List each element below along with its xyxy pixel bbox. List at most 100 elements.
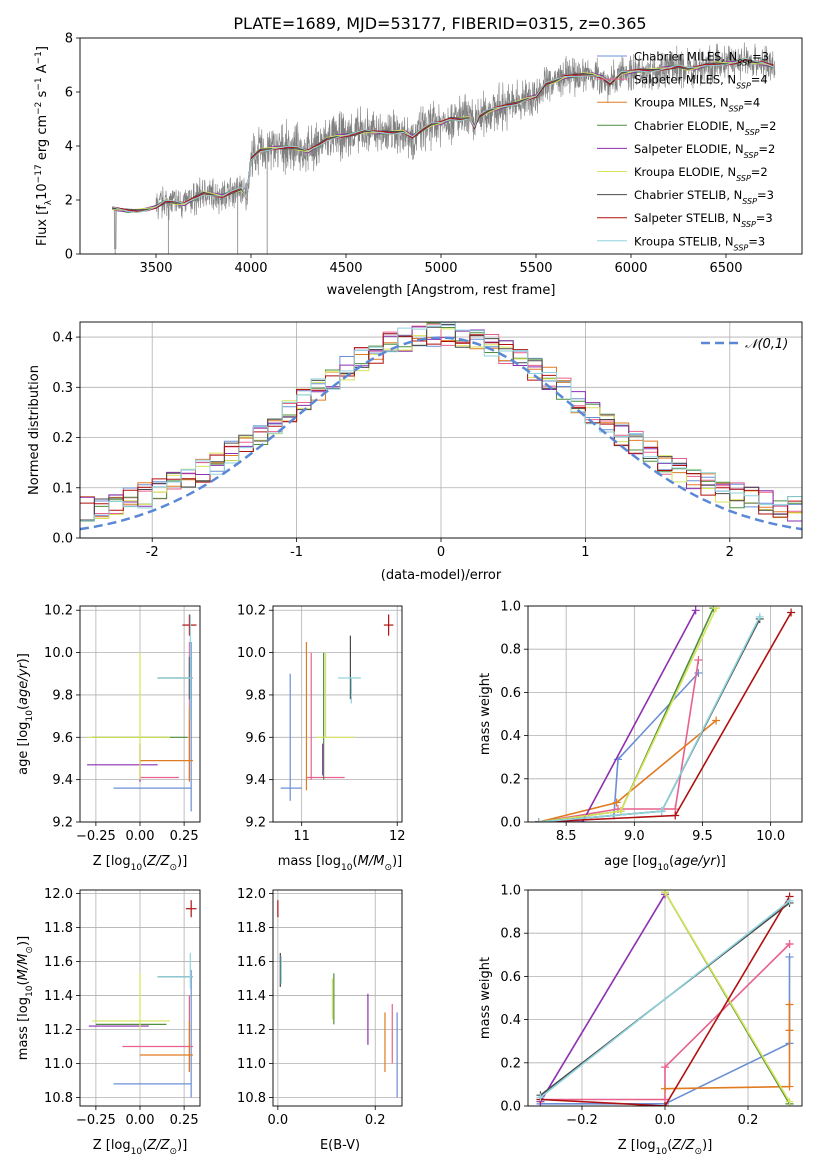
y-tick-label: 9.6 [245,731,266,746]
x-tick-label: 0.25 [170,1113,199,1128]
spectrum-ylabel-part: 10 [35,183,50,200]
y-tick-label: 0.2 [52,431,73,446]
legend-entry-tail: =3 [748,234,765,248]
x-tick-label: 3500 [139,261,172,276]
legend-entry: Chabrier ELODIE, NSSP=2 [634,119,776,137]
y-tick-label: 11.2 [237,1023,266,1038]
histogram-step-line [80,333,802,518]
x-tick-label: 11 [293,829,310,844]
legend-entry-text: Kroupa ELODIE, N [634,165,736,179]
mass-weight-marker [661,1063,669,1072]
spectrum-axes: 3500 4000 4500 5000 5500 6000 6500 0 2 4 6 8 wavelen… [34,32,803,298]
y-tick-label: 11.0 [44,1057,73,1072]
axes-frame [79,37,803,255]
mass-vs-Z-xlabel-part: 10 [131,1147,143,1157]
mass-weight-line [540,957,791,1105]
spectrum-model-line [112,57,774,213]
axes-frame [527,889,803,1107]
y-tick-label: 0.2 [500,1056,521,1071]
age-vs-mass-xlabel-part: M/M [358,854,385,869]
legend-entry-sub: SSP [736,81,751,90]
y-tick-label: 11.4 [44,989,73,1004]
y-tick-label: 9.4 [52,773,73,788]
mass-vs-ebv-xlabel: E(B-V) [320,1138,360,1153]
legend-entry-text: Chabrier MILES, N [634,50,737,64]
x-tick-label: 8.5 [556,829,577,844]
gaussian-curve [80,336,802,531]
y-tick-label: 0.4 [500,1013,521,1028]
mass-weight-marker [661,1084,669,1093]
y-tick-label: 1.0 [500,884,521,899]
age-vs-Z-xlabel-part: Z/Z [146,854,170,869]
plot-area [87,614,197,812]
legend-entry: Kroupa STELIB, NSSP=3 [634,234,765,252]
age-vs-Z-xlabel-part: 10 [131,863,143,873]
x-tick-label: −0.2 [566,1113,598,1128]
age-vs-Z-ylabel-part: 10 [25,710,35,722]
cum-mass-age-xlabel-part: ( [669,854,674,869]
y-tick-label: 10.2 [44,604,73,619]
spectrum-ylabel-part: A [35,64,50,77]
age-vs-mass-xlabel: mass [log10(M/M⊙)] [278,854,402,873]
legend-entry-sub: SSP [744,150,759,159]
legend-entry-text: Chabrier ELODIE, N [634,119,745,133]
axes-frame [79,889,201,1107]
legend-entry-sub: SSP [736,174,751,183]
plot-area [277,900,398,1098]
age-vs-Z-xlabel-part: ⊙ [170,863,178,873]
cum-mass-Z-xlabel: Z [log10(Z/Z⊙)] [618,1138,713,1157]
mass-weight-marker [671,811,680,820]
mass-vs-Z-ylabel-part: M/M [16,954,31,981]
spectrum-xlabel: wavelength [Angstrom, rest frame] [327,283,556,298]
y-tick-label: 0.6 [500,970,521,985]
cum-mass-age-xlabel-part: age [log [604,854,657,869]
plot-area [536,890,794,1106]
cum-mass-Z-xlabel-part: ⊙ [695,1147,703,1157]
x-tick-label: 0.00 [126,829,155,844]
age-vs-Z-axes: −0.25 0.00 0.259.29.49.69.810.010.2Z [log1… [16,604,201,873]
legend-entry-tail: =2 [751,165,768,179]
mass-weight-marker [785,1082,794,1091]
mass-weight-marker [787,608,796,617]
y-tick-label: 0.2 [500,772,521,787]
mass-vs-Z-ylabel-part: ( [16,980,31,985]
spectrum-ylabel-part: Flux [f [35,205,50,246]
y-tick-label: 9.8 [245,688,266,703]
y-tick-label: 10.0 [237,646,266,661]
legend-entry-sub: SSP [737,58,752,67]
plots-layer: 3500 4000 4500 5000 5500 6000 6500 0 2 4 6 8 wavelen… [16,32,803,1157]
age-vs-Z-ylabel-part: age/yr [16,662,31,705]
x-tick-label: 0.0 [268,1113,289,1128]
y-tick-label: 0.0 [500,1100,521,1115]
plot-area [88,900,197,1098]
residuals-xlabel: (data-model)/error [381,568,502,583]
y-tick-label: 9.6 [52,731,73,746]
residuals-axes: -2 -1 0 1 2 0.0 0.1 0.2 0.3 0.4 (data-model)/error… [27,321,803,583]
mass-weight-line [540,900,790,1099]
age-vs-mass-xlabel-part: ( [353,854,358,869]
x-tick-label: 0.2 [738,1113,759,1128]
x-tick-label: −0.25 [76,829,116,844]
histogram-step-line [80,322,802,522]
age-vs-mass-axes: 11 12 9.2 9.4 9.6 9.8 10.0 10.2 mass [log10(M/M⊙… [237,604,405,873]
y-tick-label: 0.4 [52,331,73,346]
spectrum-model-line [112,59,774,213]
axes-frame [79,605,201,823]
age-vs-mass-xlabel-part: mass [log [278,854,341,869]
mass-weight-line [664,891,791,1103]
legend-entry: Salpeter MILES, NSSP=4 [634,73,768,91]
x-tick-label: 10.0 [756,829,785,844]
legend-entry-sub: SSP [745,127,760,136]
y-tick-label: 9.4 [245,773,266,788]
y-tick-label: 11.4 [237,989,266,1004]
mass-vs-Z-xlabel-part: ⊙ [170,1147,178,1157]
cum-mass-age-xlabel-part: )] [716,854,726,869]
mass-vs-Z-xlabel-part: Z/Z [146,1138,170,1153]
y-tick-label: 0.4 [500,729,521,744]
cum-mass-Z-ylabel: mass weight [478,957,493,1039]
legend-entry-sub: SSP [734,243,749,252]
y-tick-label: 11.8 [237,921,266,936]
y-tick-label: 0.0 [500,816,521,831]
legend-entry-sub: SSP [729,104,744,113]
x-tick-label: 6000 [614,261,647,276]
